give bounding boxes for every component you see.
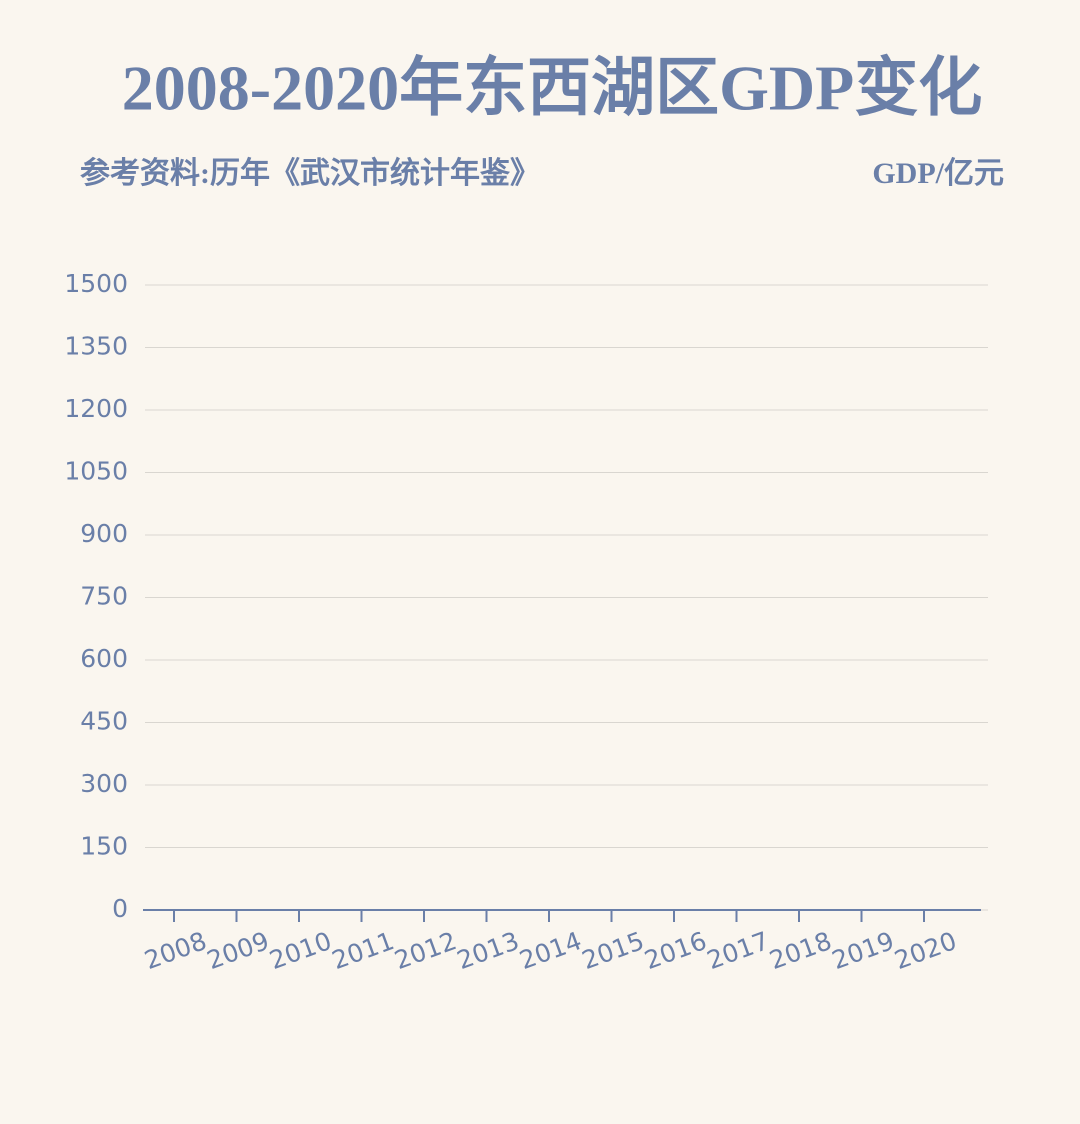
y-tick-label: 750 <box>80 582 128 611</box>
y-tick-label: 1350 <box>64 332 128 361</box>
y-tick-label: 1500 <box>64 269 128 298</box>
y-tick-label: 300 <box>80 769 128 798</box>
y-tick-label: 150 <box>80 832 128 861</box>
y-tick-label: 900 <box>80 519 128 548</box>
chart-title: 2008-2020年东西湖区GDP变化 <box>122 53 982 124</box>
y-tick-label: 600 <box>80 644 128 673</box>
y-tick-label: 450 <box>80 707 128 736</box>
y-tick-label: 1050 <box>64 457 128 486</box>
y-axis-label: GDP/亿元 <box>872 157 1004 190</box>
chart-subtitle: 参考资料:历年《武汉市统计年鉴》 <box>80 156 540 190</box>
y-tick-label: 0 <box>112 894 128 923</box>
y-tick-label: 1200 <box>64 394 128 423</box>
